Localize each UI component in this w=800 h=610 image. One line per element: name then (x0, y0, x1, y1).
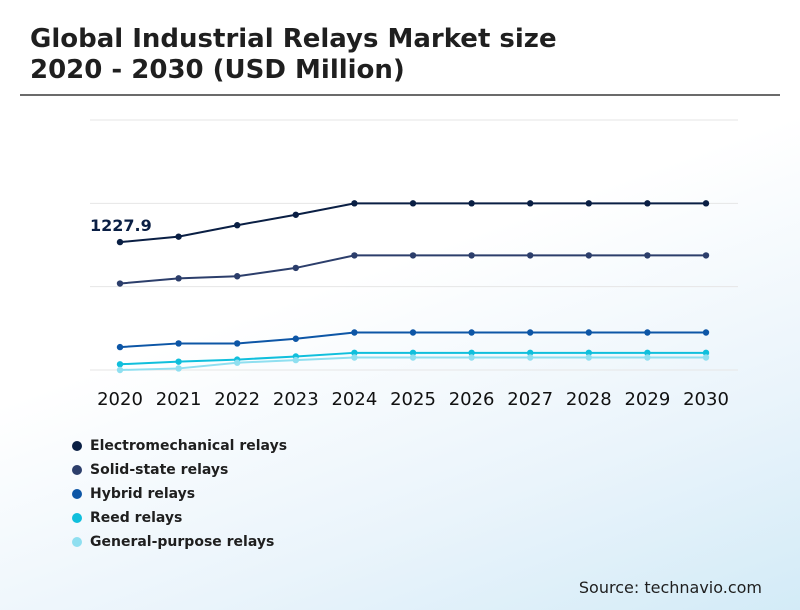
data-point (468, 354, 475, 361)
data-point (644, 354, 651, 361)
data-point (585, 349, 592, 357)
data-point (644, 200, 651, 207)
chart-title: Global Industrial Relays Market size 202… (30, 24, 557, 86)
data-point (527, 349, 534, 357)
x-tick-label: 2024 (331, 389, 377, 410)
legend-marker (72, 465, 82, 475)
series-line (119, 202, 706, 244)
data-point (527, 200, 534, 207)
data-point (116, 238, 124, 246)
data-point (351, 200, 358, 207)
data-point (585, 252, 592, 259)
data-point (116, 343, 124, 351)
data-point (527, 329, 534, 336)
data-point (585, 354, 592, 361)
data-point (234, 222, 241, 229)
data-point (351, 349, 358, 357)
data-point (702, 354, 710, 361)
data-point (175, 365, 182, 372)
data-point (585, 200, 592, 207)
legend-marker (72, 441, 82, 451)
data-point (116, 361, 124, 368)
data-point (409, 349, 417, 357)
data-point (175, 340, 182, 347)
data-point (468, 200, 475, 207)
legend-item: Solid-state relays (72, 458, 287, 482)
data-point (468, 349, 475, 357)
legend-label: Reed relays (90, 510, 183, 526)
legend-item: Reed relays (72, 506, 287, 530)
legend-label: Hybrid relays (90, 486, 196, 502)
legend-marker (72, 537, 82, 547)
data-point (175, 233, 182, 240)
data-point (527, 354, 534, 361)
data-point (702, 252, 710, 259)
data-point (234, 340, 241, 347)
chart-legend: Electromechanical relays Solid-state rela… (72, 434, 287, 554)
chart-title-line-1: Global Industrial Relays Market size (30, 24, 557, 54)
data-point (644, 349, 651, 357)
data-point (116, 280, 124, 287)
x-tick-label: 2022 (214, 389, 260, 410)
data-point (292, 356, 299, 364)
data-point (292, 264, 299, 272)
legend-item: Electromechanical relays (72, 434, 287, 458)
chart-title-line-2: 2020 - 2030 (USD Million) (30, 55, 405, 85)
legend-item: General-purpose relays (72, 530, 287, 554)
x-tick-label: 2027 (507, 389, 553, 410)
data-point (585, 329, 592, 336)
data-point (351, 329, 358, 336)
x-tick-label: 2026 (449, 389, 495, 410)
data-point (116, 366, 124, 374)
legend-label: Electromechanical relays (90, 438, 288, 454)
legend-label: General-purpose relays (90, 534, 275, 550)
legend-marker (72, 489, 82, 499)
title-divider (20, 94, 780, 96)
data-point (409, 200, 417, 207)
series-line (119, 254, 706, 285)
legend-marker (72, 513, 82, 523)
x-tick-label: 2030 (683, 389, 729, 410)
x-tick-label: 2023 (273, 389, 319, 410)
data-point (292, 211, 299, 218)
source-note: Source: technavio.com (578, 578, 762, 597)
data-point (527, 252, 534, 259)
data-point (175, 358, 182, 365)
x-tick-label: 2021 (156, 389, 202, 410)
data-point (702, 200, 710, 207)
x-tick-label: 2025 (390, 389, 436, 410)
line-chart: 2020 2021 2022 2023 2024 2025 2026 2027 2028 2029… (90, 119, 738, 410)
data-point (351, 354, 358, 361)
legend-item: Hybrid relays (72, 482, 287, 506)
data-point (702, 349, 710, 357)
data-point (702, 329, 710, 336)
data-point (409, 354, 417, 361)
data-point (468, 329, 475, 336)
x-tick-label: 2028 (566, 389, 612, 410)
x-tick-label: 2029 (624, 389, 670, 410)
data-point (409, 329, 417, 336)
data-point (234, 273, 241, 280)
data-point (468, 252, 475, 259)
data-point (351, 252, 358, 259)
data-point (292, 335, 299, 342)
data-point (644, 329, 651, 336)
data-point (175, 275, 182, 282)
data-point (234, 359, 241, 366)
data-label: 1227.9 (90, 216, 152, 235)
x-tick-label: 2020 (97, 389, 143, 410)
data-point (409, 252, 417, 259)
legend-label: Solid-state relays (90, 462, 229, 478)
data-point (644, 252, 651, 259)
